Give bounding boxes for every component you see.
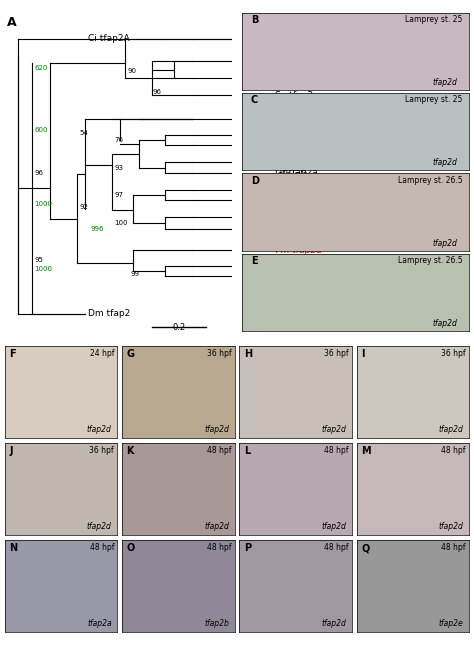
Text: 90: 90 (128, 68, 137, 74)
Text: 48 hpf: 48 hpf (207, 543, 231, 552)
Text: tfap2d: tfap2d (433, 78, 458, 87)
Text: 48 hpf: 48 hpf (441, 446, 466, 455)
Text: tfap2d: tfap2d (87, 522, 112, 531)
Text: tfap2d: tfap2d (433, 239, 458, 248)
Text: 36 hpf: 36 hpf (324, 349, 348, 358)
Text: O: O (127, 543, 135, 553)
Text: 600: 600 (34, 127, 48, 133)
Text: 0.2: 0.2 (173, 323, 185, 332)
Text: tfap2d: tfap2d (204, 425, 229, 434)
Text: tfap2d: tfap2d (87, 425, 112, 434)
Text: B: B (251, 15, 258, 25)
Text: Mm tfap2e: Mm tfap2e (275, 213, 324, 222)
Text: tfap2d: tfap2d (439, 522, 464, 531)
Text: L: L (244, 446, 250, 456)
Text: M: M (361, 446, 371, 456)
Text: Pm tfap2d: Pm tfap2d (275, 246, 322, 255)
Text: 92: 92 (80, 204, 89, 210)
Text: tfap2d: tfap2d (321, 425, 346, 434)
Text: 97: 97 (115, 192, 124, 198)
Text: tfap2d: tfap2d (204, 522, 229, 531)
Text: 48 hpf: 48 hpf (324, 446, 348, 455)
Text: 36 hpf: 36 hpf (207, 349, 231, 358)
Text: C: C (251, 95, 258, 106)
Text: 48 hpf: 48 hpf (324, 543, 348, 552)
Text: 100: 100 (115, 219, 128, 226)
Text: 48 hpf: 48 hpf (207, 446, 231, 455)
Text: tfap2d: tfap2d (439, 425, 464, 434)
Text: Lamprey st. 25: Lamprey st. 25 (405, 95, 463, 104)
Text: F: F (9, 349, 16, 359)
Text: Mm tfap2b: Mm tfap2b (275, 130, 324, 139)
Text: Lamprey st. 26.5: Lamprey st. 26.5 (398, 256, 463, 265)
Text: Lamprey st. 26.5: Lamprey st. 26.5 (398, 175, 463, 184)
Text: 48 hpf: 48 hpf (90, 543, 114, 552)
Text: 36 hpf: 36 hpf (441, 349, 466, 358)
Text: Bf tfap2: Bf tfap2 (275, 74, 311, 83)
Text: Dr tfap2d: Dr tfap2d (275, 272, 319, 281)
Text: tfap2a: tfap2a (87, 619, 112, 628)
Text: 996: 996 (91, 226, 104, 232)
Text: P: P (244, 543, 251, 553)
Text: Sp tfap2: Sp tfap2 (275, 91, 313, 100)
Text: Mm tfap2c: Mm tfap2c (275, 185, 323, 194)
Text: 620: 620 (34, 65, 47, 71)
Text: N: N (9, 543, 18, 553)
Text: tfap2e: tfap2e (439, 619, 464, 628)
Text: tfap2d: tfap2d (321, 619, 346, 628)
Text: 96: 96 (34, 170, 43, 175)
Text: Mm tfap2a: Mm tfap2a (275, 158, 324, 167)
Text: 24 hpf: 24 hpf (90, 349, 114, 358)
Text: Dm tfap2: Dm tfap2 (88, 309, 130, 318)
Text: 96: 96 (152, 89, 161, 95)
Text: Pm tfap2: Pm tfap2 (275, 115, 316, 124)
Text: 36 hpf: 36 hpf (90, 446, 114, 455)
Text: Dr tfap2c: Dr tfap2c (275, 195, 318, 204)
Text: tfap2d: tfap2d (321, 522, 346, 531)
Text: 93: 93 (115, 164, 124, 170)
Text: tfap2b: tfap2b (204, 619, 229, 628)
Text: Ci tfap2B: Ci tfap2B (275, 57, 317, 66)
Text: I: I (361, 349, 365, 359)
Text: 95: 95 (34, 257, 43, 263)
Text: d: d (278, 259, 284, 268)
Text: J: J (9, 446, 13, 456)
Text: 1000: 1000 (34, 266, 52, 272)
Text: tfap2d: tfap2d (433, 158, 458, 167)
Text: Ci tfap2A: Ci tfap2A (88, 34, 129, 43)
Text: K: K (127, 446, 134, 456)
Text: A: A (8, 16, 17, 29)
Text: G: G (127, 349, 135, 359)
Text: 99: 99 (131, 271, 140, 277)
Text: 76: 76 (115, 137, 124, 143)
Text: Dr tfap2a: Dr tfap2a (275, 168, 318, 177)
Text: Dr tfap2b: Dr tfap2b (275, 141, 319, 150)
Text: E: E (251, 256, 257, 266)
Text: Dr tfap2e: Dr tfap2e (275, 225, 318, 234)
Text: H: H (244, 349, 252, 359)
Text: 1000: 1000 (34, 201, 52, 206)
Text: tfap2d: tfap2d (433, 319, 458, 328)
Text: D: D (251, 175, 259, 186)
Text: Lamprey st. 25: Lamprey st. 25 (405, 15, 463, 25)
Text: Mm tfap2d: Mm tfap2d (275, 261, 324, 270)
Text: 54: 54 (80, 130, 89, 136)
Text: Q: Q (361, 543, 369, 553)
Text: a/b/c/e: a/b/c/e (278, 170, 309, 179)
Text: 48 hpf: 48 hpf (441, 543, 466, 552)
